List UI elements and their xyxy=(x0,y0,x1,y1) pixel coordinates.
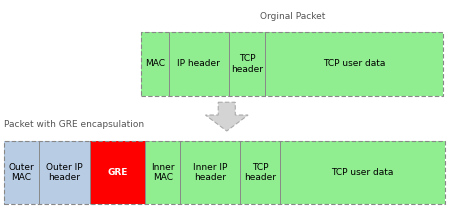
Text: TCP user data: TCP user data xyxy=(331,168,394,177)
Text: MAC: MAC xyxy=(145,59,165,68)
Text: Inner IP
header: Inner IP header xyxy=(193,163,228,182)
Text: Packet with GRE encapsulation: Packet with GRE encapsulation xyxy=(4,120,144,129)
Bar xyxy=(229,32,265,96)
Text: GRE: GRE xyxy=(107,168,128,177)
Text: Outer IP
header: Outer IP header xyxy=(46,163,83,182)
Bar xyxy=(240,141,280,204)
Bar xyxy=(280,141,445,204)
Bar xyxy=(265,32,443,96)
Text: Inner
MAC: Inner MAC xyxy=(151,163,175,182)
Text: IP header: IP header xyxy=(177,59,220,68)
Bar xyxy=(168,32,229,96)
Text: Outer
MAC: Outer MAC xyxy=(9,163,34,182)
Bar xyxy=(141,32,168,96)
Bar xyxy=(4,141,445,204)
Text: Orginal Packet: Orginal Packet xyxy=(260,12,325,21)
Bar xyxy=(145,141,180,204)
Text: TCP
header: TCP header xyxy=(231,54,263,74)
Bar xyxy=(141,32,443,96)
Polygon shape xyxy=(206,102,248,131)
Bar xyxy=(4,141,39,204)
Bar xyxy=(90,141,145,204)
Text: TCP
header: TCP header xyxy=(244,163,276,182)
Text: TCP user data: TCP user data xyxy=(323,59,385,68)
Bar xyxy=(39,141,90,204)
Bar xyxy=(180,141,240,204)
